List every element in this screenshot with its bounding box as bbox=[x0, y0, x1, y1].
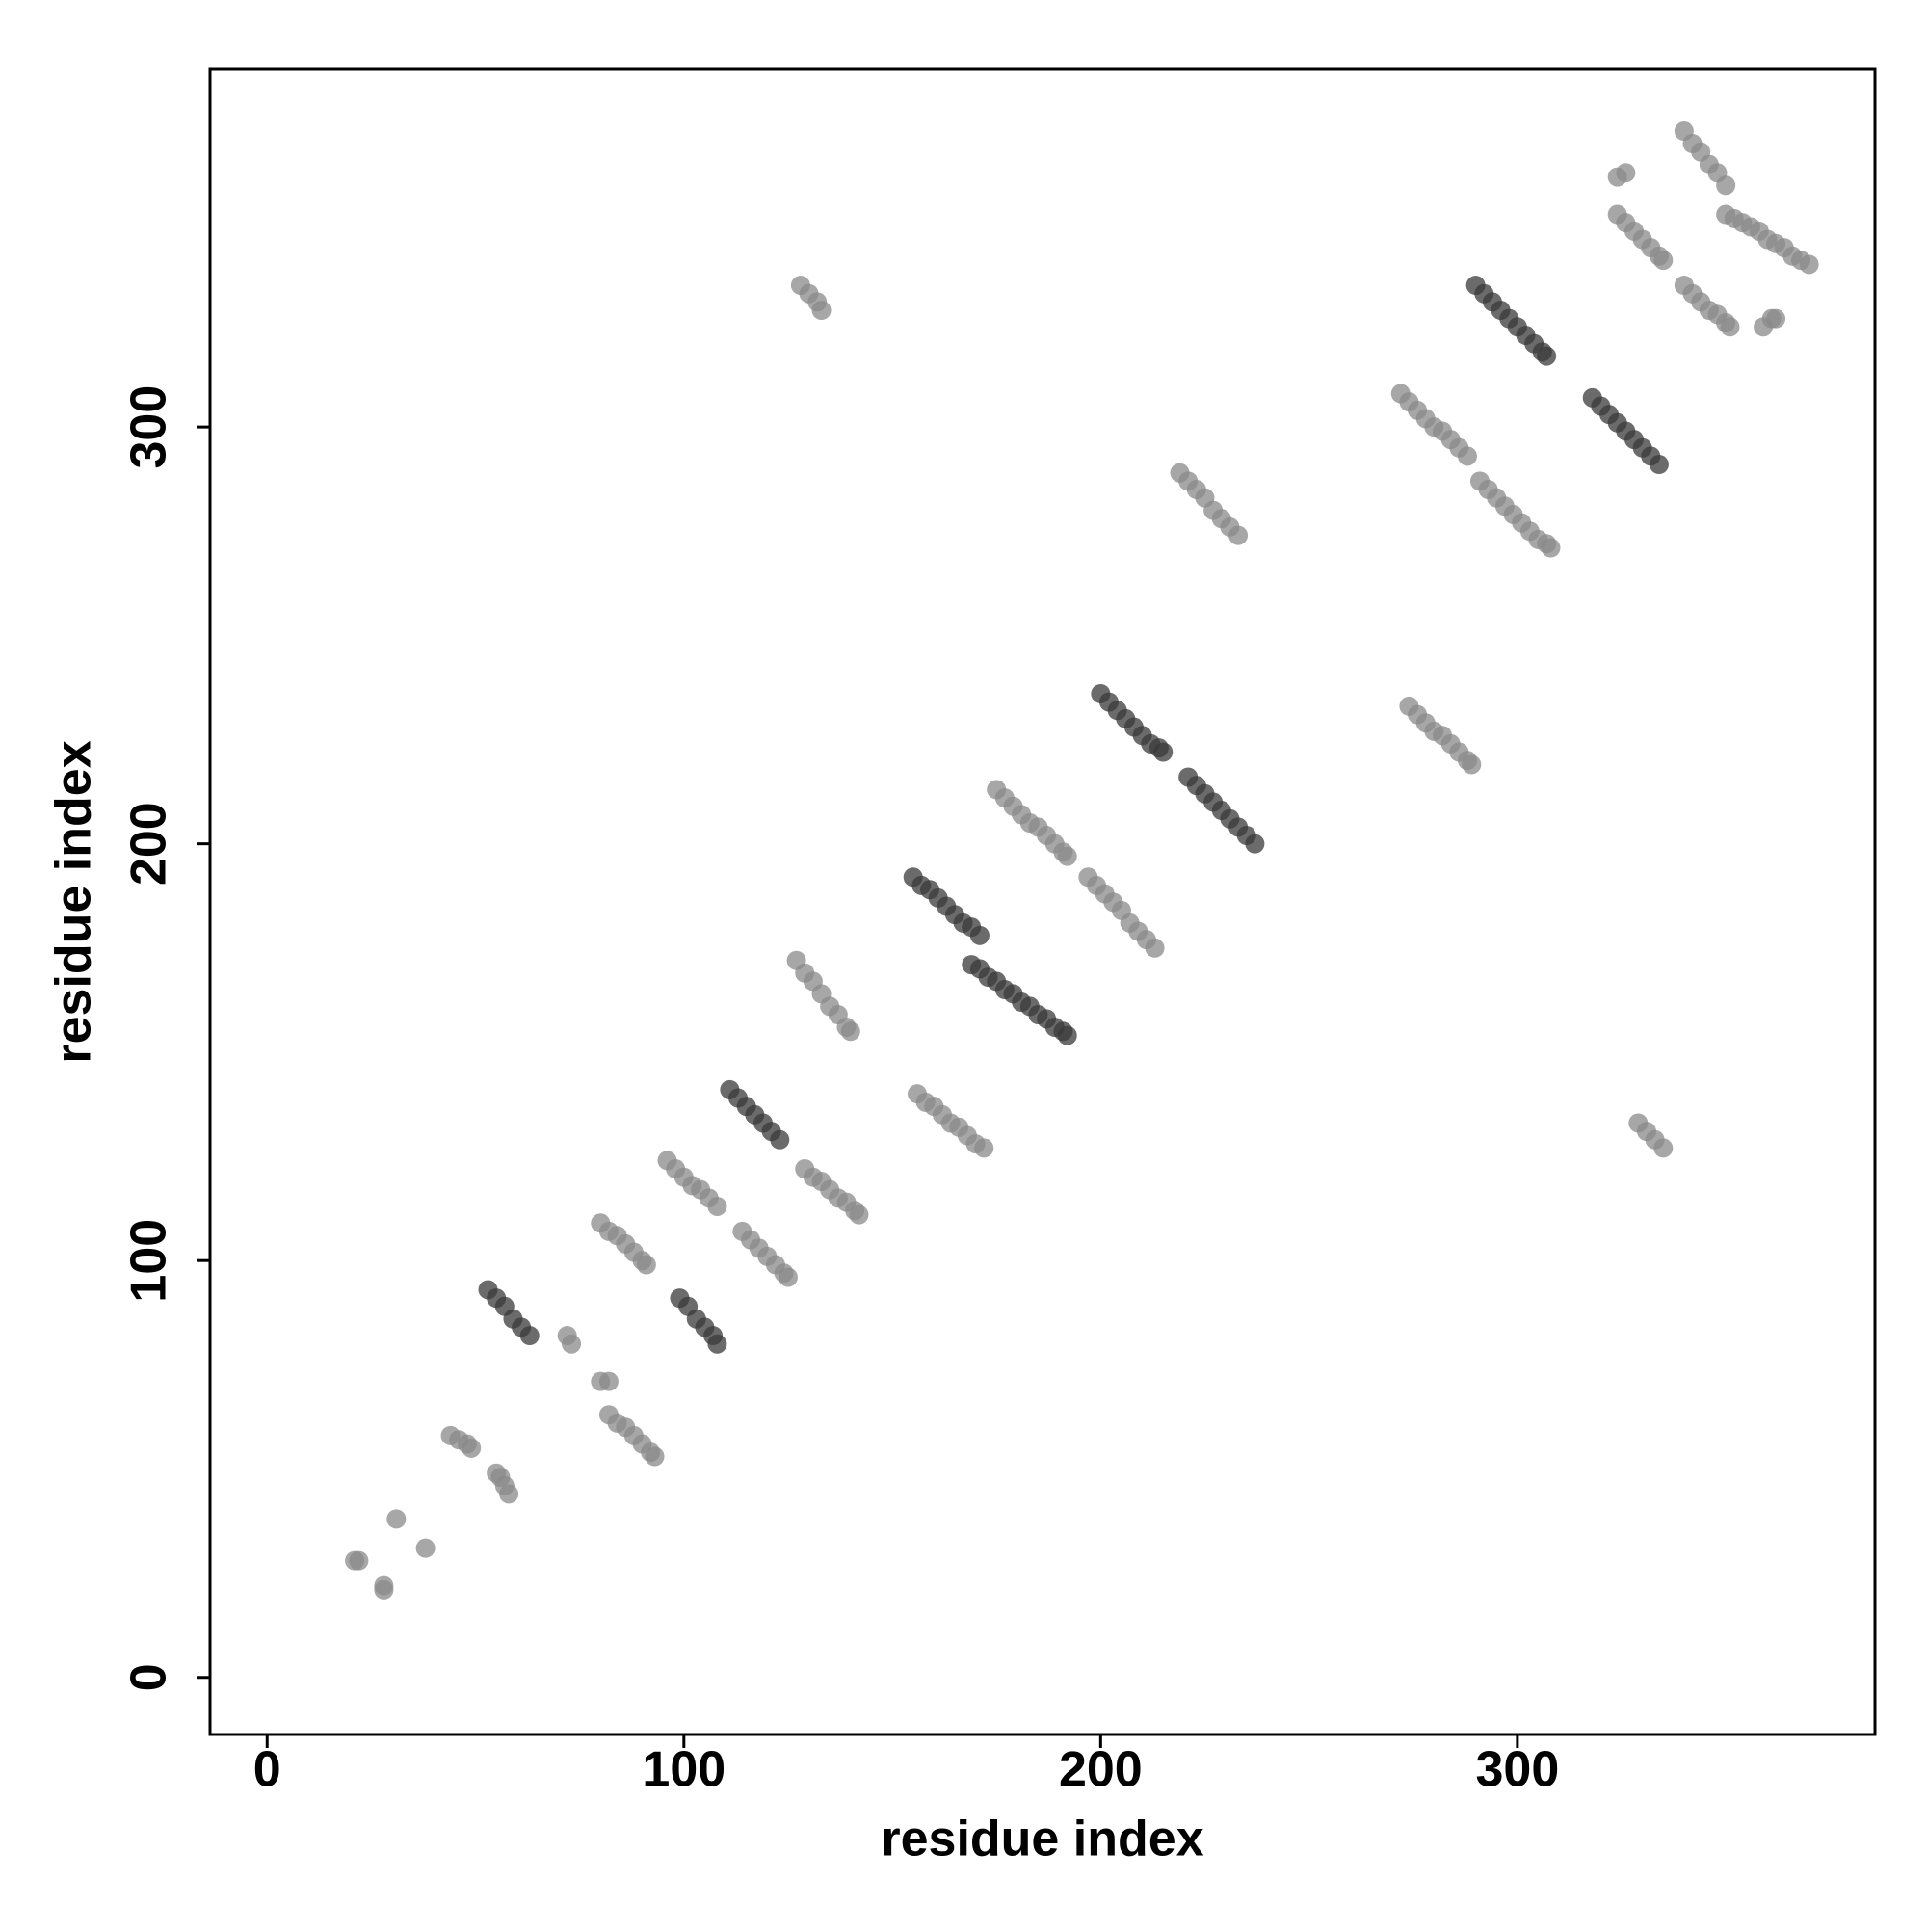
point bbox=[562, 1334, 582, 1354]
plot-frame bbox=[208, 67, 1877, 1736]
point bbox=[1653, 1138, 1674, 1158]
y-tick-label: 100 bbox=[121, 1219, 177, 1303]
point bbox=[519, 1326, 540, 1346]
point bbox=[415, 1538, 436, 1558]
point bbox=[1153, 742, 1174, 762]
point bbox=[1799, 254, 1819, 275]
point bbox=[1766, 308, 1786, 329]
x-tick-label: 300 bbox=[1475, 1742, 1559, 1798]
point bbox=[1616, 163, 1636, 183]
point bbox=[770, 1129, 790, 1150]
point bbox=[840, 1021, 860, 1042]
point bbox=[1716, 175, 1736, 196]
point bbox=[1462, 754, 1482, 775]
point bbox=[386, 1509, 407, 1529]
point bbox=[811, 301, 832, 321]
y-tick-label: 300 bbox=[121, 385, 177, 469]
x-axis-title: residue index bbox=[881, 1812, 1203, 1867]
point bbox=[1720, 317, 1740, 337]
point bbox=[349, 1550, 369, 1571]
point bbox=[1541, 538, 1561, 558]
point bbox=[1228, 525, 1249, 545]
x-tick-label: 100 bbox=[642, 1742, 726, 1798]
y-axis-title: residue index bbox=[46, 740, 102, 1063]
y-tick-label: 200 bbox=[121, 802, 177, 886]
point bbox=[1649, 455, 1669, 475]
x-tick-label: 0 bbox=[253, 1742, 281, 1798]
point bbox=[462, 1438, 482, 1458]
point bbox=[1145, 938, 1165, 958]
point bbox=[778, 1267, 798, 1287]
point bbox=[598, 1371, 619, 1391]
point bbox=[1245, 834, 1265, 854]
point bbox=[849, 1204, 869, 1225]
point bbox=[1653, 251, 1674, 271]
point bbox=[1057, 1025, 1077, 1045]
point bbox=[499, 1484, 519, 1504]
point bbox=[645, 1446, 665, 1467]
y-tick-label: 0 bbox=[121, 1663, 177, 1691]
point bbox=[374, 1579, 394, 1600]
point bbox=[969, 925, 990, 945]
point bbox=[1457, 446, 1477, 466]
point bbox=[707, 1196, 727, 1216]
point bbox=[974, 1138, 994, 1158]
point bbox=[1537, 346, 1557, 366]
point bbox=[636, 1255, 656, 1275]
point bbox=[707, 1334, 727, 1354]
x-tick-label: 200 bbox=[1059, 1742, 1143, 1798]
point bbox=[1057, 846, 1077, 866]
